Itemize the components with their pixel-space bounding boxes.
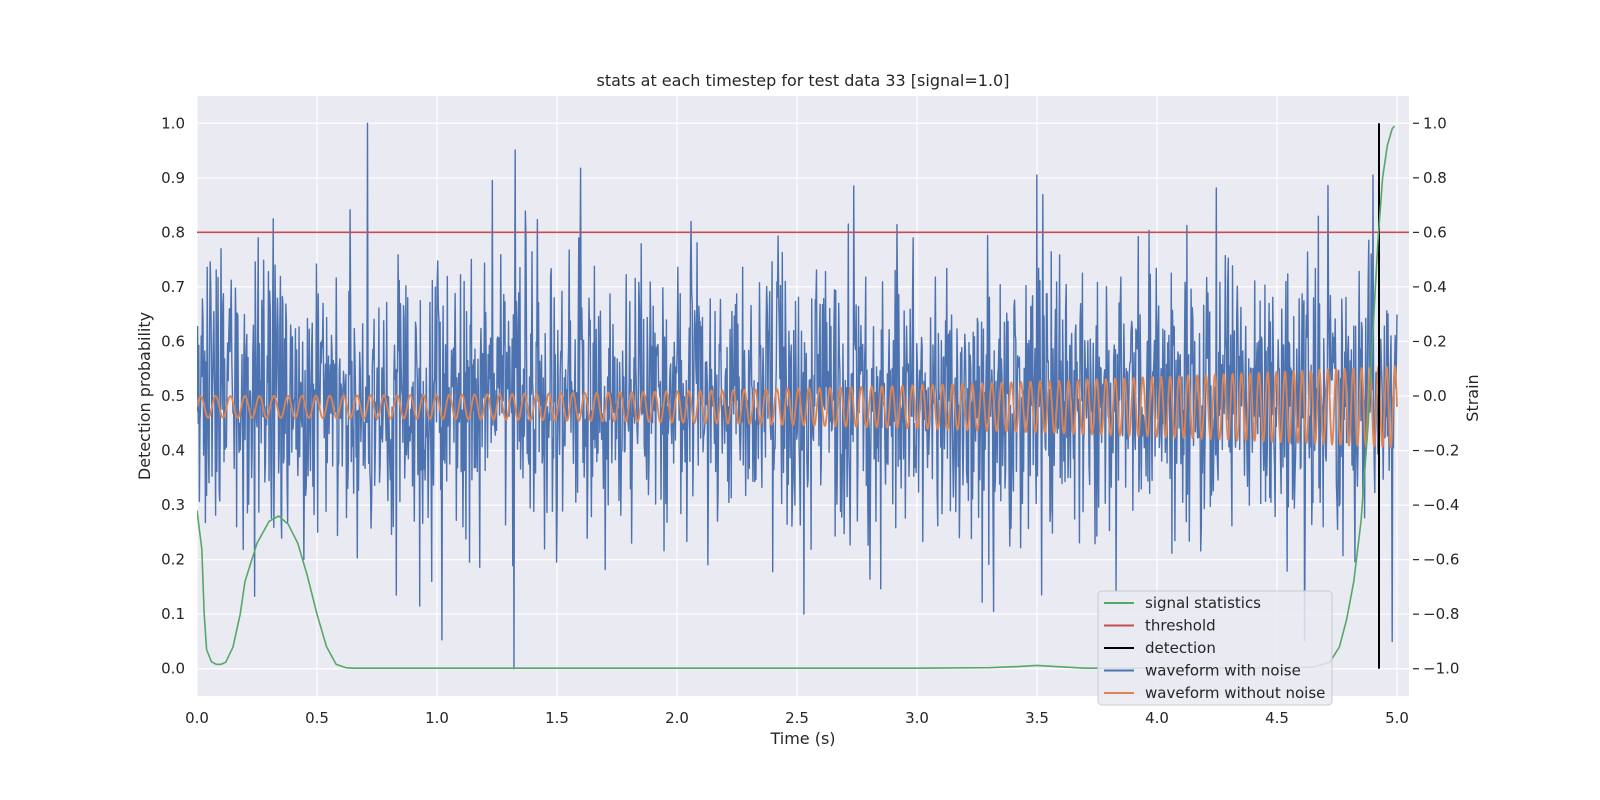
x-tick-label: 1.5 (545, 709, 569, 727)
y-tick-label: 0.4 (161, 442, 185, 460)
x-tick-label: 1.0 (425, 709, 449, 727)
y2-tick-label: 0.2 (1423, 332, 1447, 350)
y2-tick-label: −1.0 (1423, 660, 1459, 678)
legend-label: waveform without noise (1145, 684, 1325, 702)
y-tick-label: 1.0 (161, 114, 185, 132)
y-axis-right: −1.0 −0.8 −0.6 −0.4 −0.2 0.0 0.2 0.4 0.6 0.8 1.0 (1413, 114, 1459, 678)
y-tick-label: 0.8 (161, 223, 185, 241)
y2-tick-label: −0.4 (1423, 496, 1459, 514)
y2-tick-label: 0.8 (1423, 169, 1447, 187)
x-tick-label: 2.0 (665, 709, 689, 727)
chart-title: stats at each timestep for test data 33 … (597, 71, 1010, 90)
legend-box (1097, 590, 1333, 706)
series-layer (197, 122, 1409, 670)
legend: signal statistics threshold detection wavef… (1097, 590, 1333, 706)
y-tick-label: 0.2 (161, 551, 185, 569)
x-tick-label: 4.5 (1265, 709, 1289, 727)
y2-tick-label: 0.6 (1423, 223, 1447, 241)
y-tick-label: 0.6 (161, 332, 185, 350)
legend-label: waveform with noise (1145, 662, 1301, 680)
x-tick-label: 4.0 (1145, 709, 1169, 727)
legend-label: signal statistics (1145, 594, 1261, 612)
x-tick-label: 3.5 (1025, 709, 1049, 727)
y2-tick-label: 1.0 (1423, 114, 1447, 132)
y-tick-label: 0.0 (161, 660, 185, 678)
y-tick-label: 0.7 (161, 278, 185, 296)
series-signal-statistics (197, 125, 1396, 669)
y2-axis-label: Strain (1463, 374, 1482, 421)
x-tick-label: 2.5 (785, 709, 809, 727)
y2-tick-label: 0.0 (1423, 387, 1447, 405)
x-tick-label: 0.5 (305, 709, 329, 727)
y2-tick-label: 0.4 (1423, 278, 1447, 296)
x-tick-label: 0.0 (185, 709, 209, 727)
y-tick-label: 0.1 (161, 605, 185, 623)
legend-label: threshold (1145, 617, 1216, 635)
y-axis-left: 0.0 0.1 0.2 0.3 0.4 0.5 0.6 0.7 0.8 0.9 1.0 (161, 114, 185, 677)
y2-tick-label: −0.8 (1423, 605, 1459, 623)
x-axis-label: Time (s) (769, 729, 835, 748)
y-axis-label: Detection probability (135, 312, 154, 480)
y-tick-label: 0.5 (161, 387, 185, 405)
x-tick-label: 3.0 (905, 709, 929, 727)
y2-tick-label: −0.6 (1423, 551, 1459, 569)
x-tick-label: 5.0 (1385, 709, 1409, 727)
series-waveform-with-noise (197, 122, 1398, 670)
series-waveform-without-noise (197, 365, 1398, 449)
y2-tick-label: −0.2 (1423, 442, 1459, 460)
x-axis: 0.0 0.5 1.0 1.5 2.0 2.5 3.0 3.5 4.0 4.5 5.0 (185, 709, 1409, 727)
legend-label: detection (1145, 639, 1216, 657)
y-tick-label: 0.9 (161, 169, 185, 187)
y-tick-label: 0.3 (161, 496, 185, 514)
